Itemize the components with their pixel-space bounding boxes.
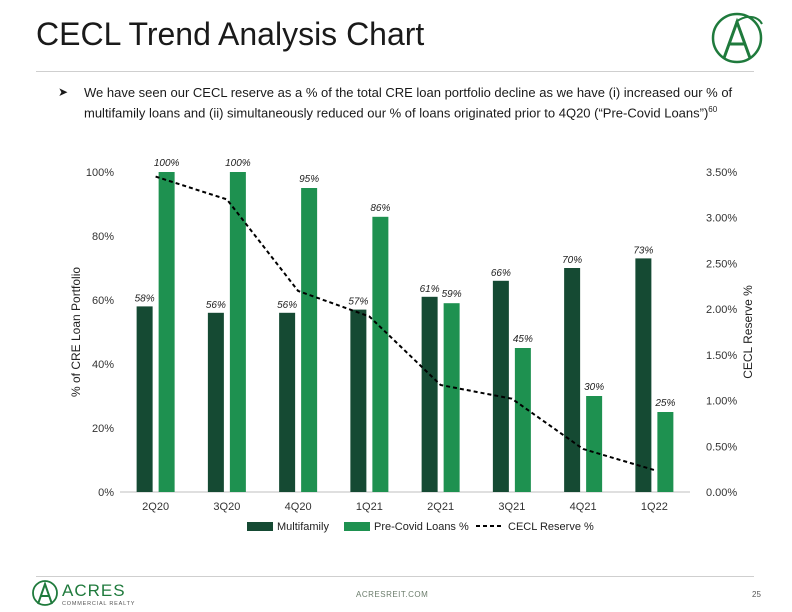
- bar-precovid: [443, 303, 460, 492]
- y-tick-label: 60%: [92, 295, 114, 307]
- x-tick-label: 2Q21: [427, 501, 454, 513]
- legend-label-precovid: Pre-Covid Loans %: [374, 521, 469, 533]
- bullet-point: ➤ We have seen our CECL reserve as a % o…: [58, 84, 740, 121]
- bullet-text: We have seen our CECL reserve as a % of …: [84, 85, 733, 121]
- y-right-tick-label: 3.50%: [706, 167, 737, 179]
- logo-subtext: COMMERCIAL REALTY: [62, 601, 135, 607]
- bar-precovid: [301, 188, 318, 492]
- y-tick-label: 80%: [92, 231, 114, 243]
- y-right-tick-label: 0.50%: [706, 441, 737, 453]
- data-label-precovid: 25%: [654, 398, 675, 409]
- bar-precovid: [586, 396, 603, 492]
- data-label-multifamily: 56%: [206, 300, 226, 311]
- x-tick-label: 3Q20: [213, 501, 240, 513]
- title-divider: [36, 71, 754, 72]
- y-right-tick-label: 0.00%: [706, 487, 737, 499]
- bullet-footnote: 60: [708, 105, 718, 114]
- legend-swatch-multifamily: [247, 522, 273, 531]
- bar-multifamily: [421, 296, 438, 492]
- data-label-multifamily: 56%: [277, 300, 297, 311]
- x-tick-label: 4Q21: [570, 501, 597, 513]
- bar-multifamily: [492, 280, 509, 492]
- y-axis-title: % of CRE Loan Portfolio: [69, 267, 83, 397]
- legend-label-cecl: CECL Reserve %: [508, 521, 594, 533]
- bar-multifamily: [279, 312, 296, 492]
- data-label-multifamily: 58%: [135, 293, 155, 304]
- bar-precovid: [514, 348, 531, 492]
- bar-precovid: [158, 172, 175, 492]
- page-number: 25: [752, 590, 761, 599]
- x-tick-label: 1Q22: [641, 501, 668, 513]
- y-right-tick-label: 2.00%: [706, 304, 737, 316]
- arrow-bullet-icon: ➤: [58, 85, 69, 99]
- bar-multifamily: [136, 306, 153, 492]
- data-label-precovid: 86%: [370, 203, 390, 214]
- bar-precovid: [657, 412, 674, 492]
- logo-text: ACRES: [62, 581, 126, 600]
- y-right-tick-label: 1.50%: [706, 350, 737, 362]
- data-label-multifamily: 66%: [491, 268, 511, 279]
- footer-website: ACRESREIT.COM: [356, 590, 429, 599]
- cecl-trend-chart: 0% 20% 40% 60% 80% 100% 0.00% 0.50% 1.00% 1.50% 2.…: [0, 150, 792, 550]
- bar-multifamily: [564, 268, 581, 492]
- bar-multifamily: [635, 258, 652, 492]
- acres-footer-logo: ACRES COMMERCIAL REALTY: [32, 580, 135, 607]
- data-label-precovid: 59%: [442, 289, 462, 300]
- data-label-precovid: 45%: [513, 334, 533, 345]
- y-tick-label: 100%: [86, 167, 114, 179]
- data-label-multifamily: 70%: [562, 255, 582, 266]
- y-tick-label: 0%: [98, 487, 114, 499]
- y-right-tick-label: 3.00%: [706, 213, 737, 225]
- chart-svg: 0% 20% 40% 60% 80% 100% 0.00% 0.50% 1.00% 1.50% 2.…: [69, 158, 755, 533]
- y-tick-label: 40%: [92, 359, 114, 371]
- y-right-axis-title: CECL Reserve %: [741, 285, 755, 379]
- data-label-multifamily: 57%: [348, 297, 368, 308]
- footer-divider: [36, 576, 754, 577]
- legend-swatch-precovid: [344, 522, 370, 531]
- y-tick-label: 20%: [92, 423, 114, 435]
- data-label-multifamily: 61%: [420, 284, 440, 295]
- bar-precovid: [372, 216, 389, 493]
- bar-multifamily: [207, 312, 224, 492]
- series-line-cecl: [155, 175, 655, 472]
- data-label-precovid: 100%: [154, 158, 180, 169]
- data-label-precovid: 30%: [584, 382, 604, 393]
- y-right-tick-label: 2.50%: [706, 258, 737, 270]
- x-tick-label: 4Q20: [285, 501, 312, 513]
- x-tick-label: 3Q21: [498, 501, 525, 513]
- y-right-tick-label: 1.00%: [706, 396, 737, 408]
- x-tick-label: 2Q20: [142, 501, 169, 513]
- data-label-precovid: 100%: [225, 158, 251, 169]
- data-label-multifamily: 73%: [633, 245, 653, 256]
- acres-logo-icon: [711, 12, 763, 64]
- bar-precovid: [229, 172, 246, 492]
- page-title: CECL Trend Analysis Chart: [36, 16, 425, 52]
- legend-label-multifamily: Multifamily: [277, 521, 329, 533]
- bar-multifamily: [350, 309, 367, 492]
- x-tick-label: 1Q21: [356, 501, 383, 513]
- data-label-precovid: 95%: [299, 174, 319, 185]
